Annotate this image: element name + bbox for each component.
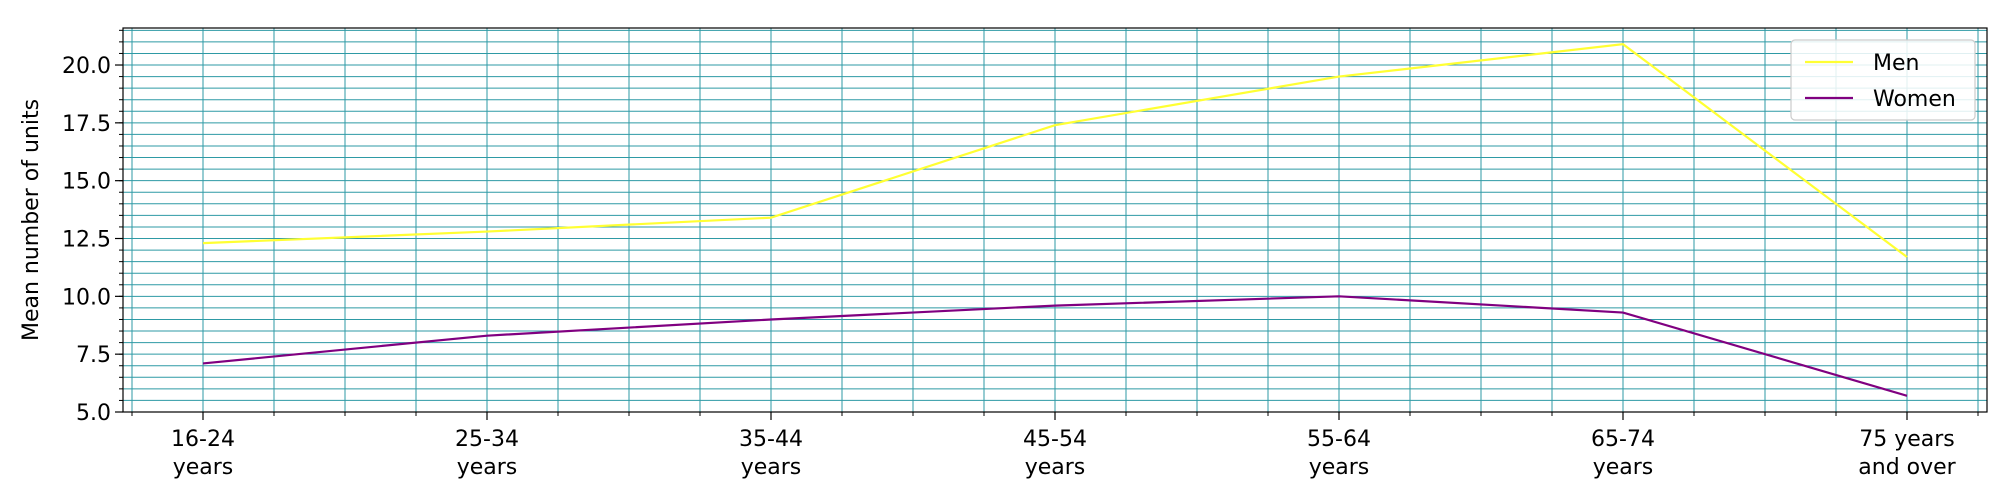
y-tick-label: 5.0 bbox=[76, 401, 111, 426]
x-tick-label: years bbox=[741, 455, 802, 480]
y-tick-label: 15.0 bbox=[62, 170, 111, 195]
x-tick-label: years bbox=[1025, 455, 1086, 480]
series-line-men bbox=[202, 43, 1908, 258]
x-tick-label: years bbox=[457, 455, 518, 480]
y-tick-label: 20.0 bbox=[62, 54, 111, 79]
legend-label-women: Women bbox=[1873, 87, 1956, 112]
y-tick-label: 7.5 bbox=[76, 343, 111, 368]
legend-label-men: Men bbox=[1873, 51, 1919, 76]
series bbox=[202, 43, 1908, 397]
y-tick-label: 12.5 bbox=[62, 228, 111, 253]
x-tick-label: 55-64 bbox=[1307, 427, 1371, 452]
y-tick-label: 10.0 bbox=[62, 285, 111, 310]
y-axis-label: Mean number of units bbox=[19, 99, 44, 341]
x-tick-label: 25-34 bbox=[455, 427, 519, 452]
x-tick-label: 65-74 bbox=[1591, 427, 1655, 452]
x-tick-label: years bbox=[1593, 455, 1654, 480]
grid bbox=[123, 28, 1987, 413]
x-tick-label: 35-44 bbox=[739, 427, 803, 452]
x-tick-label: and over bbox=[1858, 455, 1956, 480]
y-tick-label: 17.5 bbox=[62, 112, 111, 137]
x-tick-label: 75 years bbox=[1859, 427, 1955, 452]
x-tick-label: years bbox=[173, 455, 234, 480]
x-tick-label: years bbox=[1309, 455, 1370, 480]
series-line-women bbox=[202, 295, 1908, 397]
x-tick-label: 45-54 bbox=[1023, 427, 1087, 452]
tick-labels: 5.0 7.5 10.0 12.5 15.0 17.5 20.0 16-24 years 25-3… bbox=[62, 54, 1957, 480]
x-tick-label: 16-24 bbox=[171, 427, 235, 452]
legend: Men Women bbox=[1790, 39, 1976, 121]
axes bbox=[115, 27, 1988, 420]
legend-box bbox=[1790, 39, 1976, 121]
